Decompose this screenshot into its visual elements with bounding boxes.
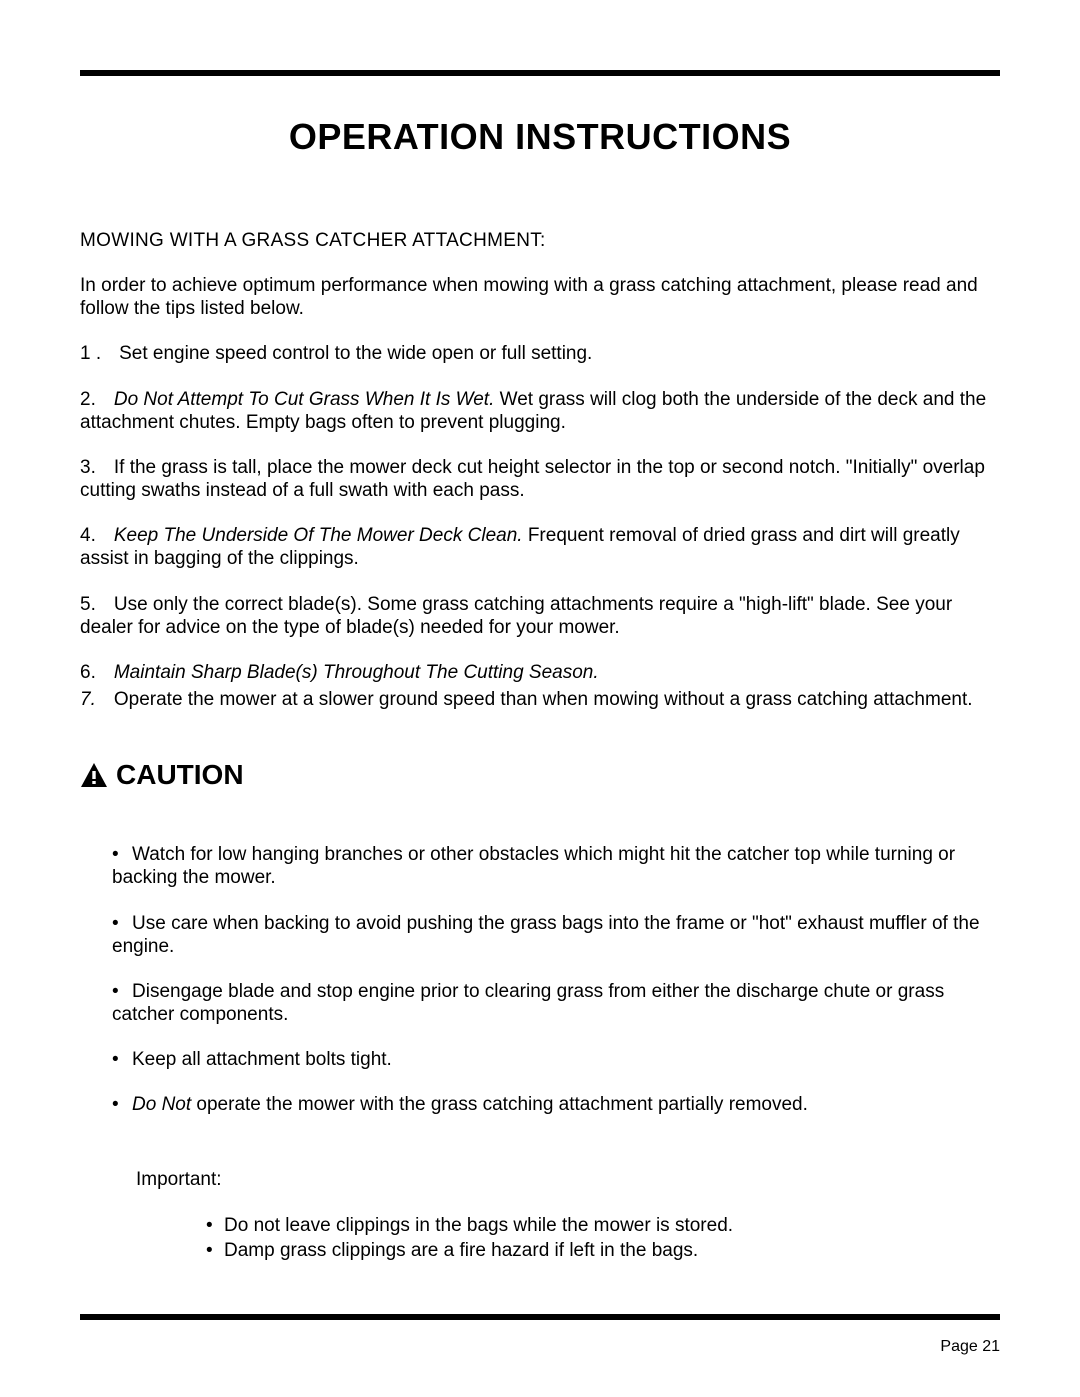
item-text: Set engine speed control to the wide ope…: [119, 343, 592, 364]
item-text-italic: Maintain Sharp Blade(s) Throughout The C…: [114, 662, 599, 683]
caution-heading: CAUTION: [80, 759, 1000, 791]
caution-bullet-list: •Watch for low hanging branches or other…: [112, 843, 1000, 1116]
item-number-italic: 7.: [80, 688, 96, 711]
important-list: •Do not leave clippings in the bags whil…: [206, 1213, 1000, 1264]
bullet-text: Disengage blade and stop engine prior to…: [112, 981, 944, 1025]
important-label: Important:: [136, 1169, 1000, 1191]
bullet-item: •Keep all attachment bolts tight.: [112, 1048, 1000, 1071]
list-item-2: 2. Do Not Attempt To Cut Grass When It Is…: [80, 388, 1000, 434]
item-lead-italic: Do Not Attempt To Cut Grass When It Is W…: [114, 389, 494, 410]
bullet-rest: operate the mower with the grass catchin…: [191, 1094, 808, 1115]
bullet-dot-icon: •: [112, 912, 132, 935]
list-item-3: 3.If the grass is tall, place the mower …: [80, 456, 1000, 502]
intro-paragraph: In order to achieve optimum performance …: [80, 274, 1000, 320]
bullet-text: Use care when backing to avoid pushing t…: [112, 913, 980, 957]
item-text: Use only the correct blade(s). Some gras…: [80, 594, 952, 638]
item-number: 1 .: [80, 342, 101, 365]
bullet-dot-icon: •: [112, 980, 132, 1003]
page-container: OPERATION INSTRUCTIONS MOWING WITH A GRA…: [0, 0, 1080, 1396]
page-title: OPERATION INSTRUCTIONS: [80, 116, 1000, 158]
page-number: Page 21: [80, 1338, 1000, 1356]
bullet-text: Watch for low hanging branches or other …: [112, 844, 955, 888]
important-block: Important: •Do not leave clippings in th…: [136, 1169, 1000, 1264]
bullet-dot-icon: •: [112, 843, 132, 866]
item-number: 3.: [80, 456, 96, 479]
important-item: •Damp grass clippings are a fire hazard …: [206, 1238, 1000, 1264]
list-item-6: 6. Maintain Sharp Blade(s) Throughout The…: [80, 661, 1000, 684]
list-item-4: 4. Keep The Underside Of The Mower Deck C…: [80, 524, 1000, 570]
bottom-rule: [80, 1314, 1000, 1320]
important-text: Do not leave clippings in the bags while…: [224, 1215, 733, 1236]
important-text: Damp grass clippings are a fire hazard i…: [224, 1240, 698, 1261]
list-item-7: 7. Operate the mower at a slower ground s…: [80, 688, 1000, 711]
item-text: Do Not Attempt To Cut Grass When It Is W…: [80, 389, 986, 433]
bullet-item: •Do Not operate the mower with the grass…: [112, 1093, 1000, 1116]
caution-block: CAUTION: [80, 759, 1000, 791]
section-heading: MOWING WITH A GRASS CATCHER ATTACHMENT:: [80, 230, 1000, 252]
list-item-5: 5.Use only the correct blade(s). Some gr…: [80, 593, 1000, 639]
bullet-dot-icon: •: [112, 1048, 132, 1071]
item-lead-italic: Keep The Underside Of The Mower Deck Cle…: [114, 525, 523, 546]
item-text: If the grass is tall, place the mower de…: [80, 457, 985, 501]
item-number: 4.: [80, 524, 96, 547]
item-text: Operate the mower at a slower ground spe…: [114, 689, 973, 710]
bullet-dot-icon: •: [206, 1238, 224, 1264]
list-item-1: 1 . Set engine speed control to the wide …: [80, 342, 1000, 365]
important-item: •Do not leave clippings in the bags whil…: [206, 1213, 1000, 1239]
item-number: 5.: [80, 593, 96, 616]
bullet-text: Keep all attachment bolts tight.: [132, 1049, 392, 1070]
item-text: Keep The Underside Of The Mower Deck Cle…: [80, 525, 960, 569]
bullet-dot-icon: •: [206, 1213, 224, 1239]
bullet-text: Do Not operate the mower with the grass …: [132, 1094, 808, 1115]
bullet-item: •Disengage blade and stop engine prior t…: [112, 980, 1000, 1026]
bullet-item: •Watch for low hanging branches or other…: [112, 843, 1000, 889]
caution-label: CAUTION: [116, 759, 244, 791]
warning-triangle-icon: [80, 762, 108, 788]
bullet-dot-icon: •: [112, 1093, 132, 1116]
bullet-item: •Use care when backing to avoid pushing …: [112, 912, 1000, 958]
item-number: 6.: [80, 661, 96, 684]
item-number: 2.: [80, 388, 96, 411]
top-rule: [80, 70, 1000, 76]
bullet-lead-italic: Do Not: [132, 1094, 191, 1115]
